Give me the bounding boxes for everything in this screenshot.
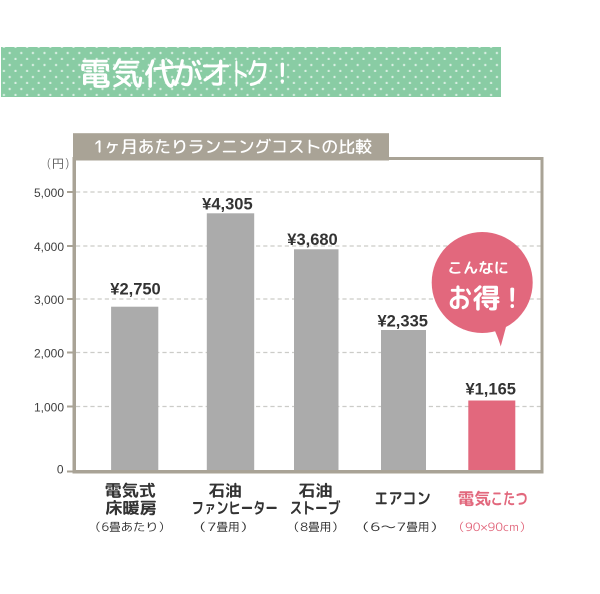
svg-text:2,000: 2,000 [34, 347, 64, 361]
svg-text:¥2,335: ¥2,335 [377, 313, 427, 331]
svg-text:¥3,680: ¥3,680 [287, 231, 337, 249]
svg-text:4,000: 4,000 [34, 240, 64, 254]
svg-text:5,000: 5,000 [34, 186, 64, 200]
svg-text:1,000: 1,000 [34, 401, 64, 415]
svg-text:¥4,305: ¥4,305 [202, 196, 252, 214]
svg-text:3,000: 3,000 [34, 293, 64, 307]
svg-text:¥2,750: ¥2,750 [110, 281, 160, 299]
svg-text:0: 0 [57, 462, 64, 476]
svg-text:¥1,165: ¥1,165 [465, 381, 515, 399]
